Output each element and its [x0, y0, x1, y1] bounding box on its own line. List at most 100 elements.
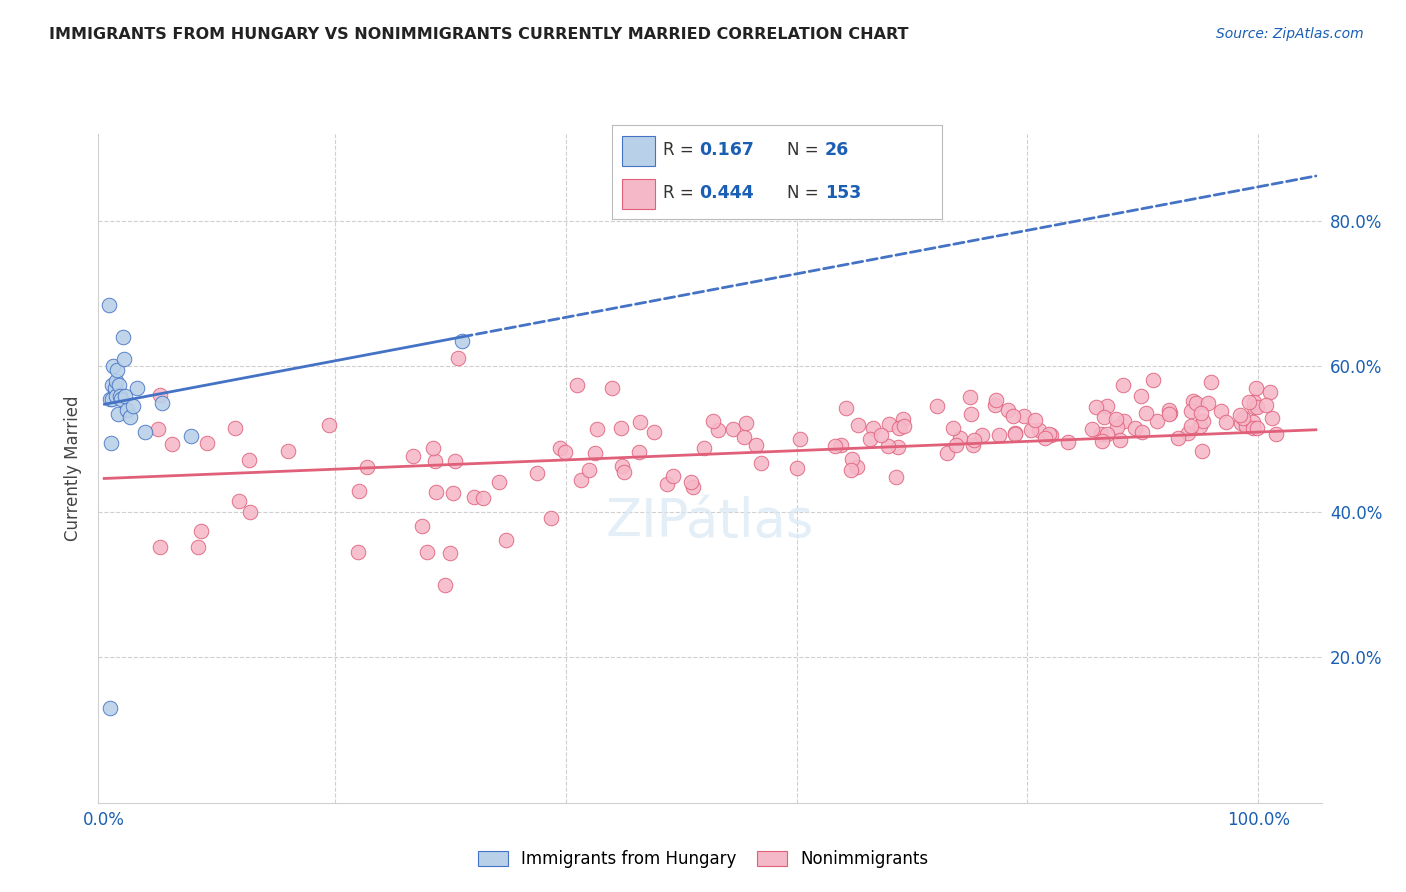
Point: [567, 377, 589, 392]
Point: [984, 393, 1007, 408]
Point: [1159, 405, 1181, 419]
Point: [1095, 400, 1118, 414]
Point: [1105, 411, 1128, 425]
Point: [643, 425, 665, 439]
Point: [149, 540, 172, 554]
Point: [835, 401, 858, 415]
Point: [628, 445, 651, 459]
Point: [997, 403, 1019, 417]
Point: [1146, 413, 1168, 427]
Point: [1095, 427, 1118, 442]
Point: [702, 414, 724, 428]
Point: [786, 460, 808, 475]
Point: [1038, 426, 1060, 441]
Point: [682, 479, 704, 493]
Point: [444, 453, 467, 467]
Point: [548, 441, 571, 455]
Point: [105, 363, 128, 377]
Point: [1201, 375, 1223, 389]
Point: [1012, 409, 1035, 424]
Point: [446, 351, 468, 365]
Point: [862, 421, 884, 435]
Point: [423, 454, 446, 468]
Point: [887, 420, 910, 434]
Point: [108, 377, 131, 392]
Point: [879, 417, 901, 431]
Point: [1197, 396, 1219, 410]
Point: [1182, 394, 1205, 409]
Point: [146, 422, 169, 436]
Point: [228, 493, 250, 508]
Point: [1215, 416, 1237, 430]
Point: [1230, 416, 1253, 430]
Point: [1142, 372, 1164, 386]
Point: [846, 417, 869, 432]
Point: [1001, 409, 1024, 424]
Point: [103, 381, 125, 395]
Point: [1237, 394, 1260, 409]
Point: [569, 473, 592, 487]
Text: R =: R =: [662, 141, 699, 159]
Point: [1241, 421, 1264, 435]
Point: [98, 701, 121, 715]
Point: [134, 425, 156, 439]
Text: ZIPátlas: ZIPátlas: [606, 496, 814, 548]
Point: [277, 444, 299, 458]
Point: [1243, 395, 1265, 409]
Point: [1177, 425, 1199, 440]
Point: [160, 436, 183, 450]
Point: [402, 449, 425, 463]
Point: [349, 483, 371, 498]
Point: [1243, 400, 1265, 414]
Point: [540, 511, 562, 525]
Point: [422, 441, 444, 455]
Point: [612, 458, 634, 473]
Point: [583, 446, 606, 460]
Point: [118, 410, 141, 425]
Point: [104, 388, 127, 402]
Point: [107, 407, 129, 421]
Point: [1024, 413, 1046, 427]
Point: [1135, 406, 1157, 420]
Point: [1157, 402, 1180, 417]
Point: [125, 381, 148, 395]
Point: [789, 433, 811, 447]
Point: [662, 468, 685, 483]
Point: [1256, 398, 1278, 412]
Point: [224, 421, 246, 435]
Point: [451, 334, 474, 348]
Point: [744, 438, 766, 452]
Point: [942, 421, 965, 435]
Point: [1261, 411, 1284, 425]
Point: [846, 460, 869, 475]
Point: [318, 417, 340, 432]
Point: [1241, 415, 1264, 429]
Bar: [621, 179, 655, 210]
Point: [463, 491, 485, 505]
Point: [1180, 419, 1202, 434]
Point: [870, 427, 893, 442]
Point: [1189, 406, 1212, 420]
Point: [1114, 414, 1136, 428]
Point: [1090, 434, 1112, 448]
Point: [1130, 425, 1153, 439]
Point: [117, 403, 139, 417]
Point: [1033, 431, 1056, 445]
Point: [1090, 427, 1112, 442]
Point: [1209, 403, 1232, 417]
Point: [655, 477, 678, 491]
Point: [1246, 400, 1268, 414]
Point: [1129, 389, 1152, 403]
Point: [733, 430, 755, 444]
Point: [416, 545, 439, 559]
Point: [610, 421, 633, 435]
Point: [1019, 423, 1042, 437]
Point: [721, 421, 744, 435]
Point: [962, 438, 984, 452]
Point: [356, 460, 378, 475]
Point: [180, 428, 202, 442]
Point: [1232, 410, 1254, 425]
Point: [1123, 421, 1146, 435]
Point: [471, 491, 494, 506]
Point: [693, 441, 716, 455]
